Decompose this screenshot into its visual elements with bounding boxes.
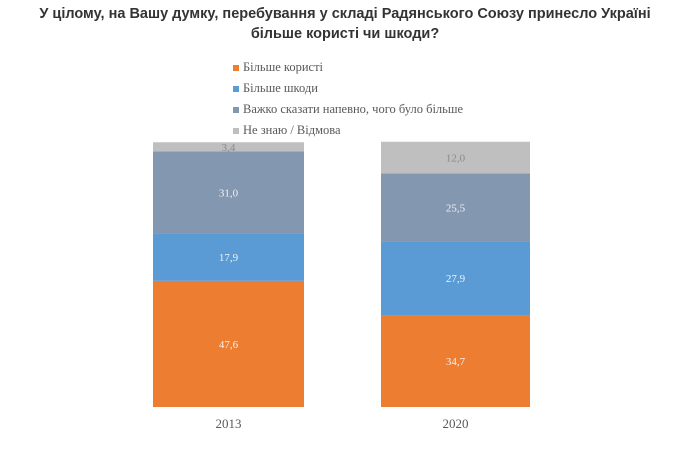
x-tick-label: 2020 <box>443 416 469 431</box>
data-label: 27,9 <box>446 273 466 285</box>
legend-item: Більше шкоди <box>233 78 463 99</box>
bar-segment <box>381 173 530 242</box>
legend-swatch <box>233 85 239 92</box>
legend-item: Більше користі <box>233 57 463 78</box>
data-label: 31,0 <box>219 187 239 199</box>
chart-title-line-1: У цілому, на Вашу думку, перебування у с… <box>39 6 651 22</box>
bar-segment <box>153 151 304 234</box>
data-label: 34,7 <box>446 356 466 368</box>
data-label: 3,4 <box>222 142 236 154</box>
legend-item: Важко сказати напевно, чого було більше <box>233 99 463 120</box>
legend: Більше користі Більше шкоди Важко сказати … <box>233 57 463 141</box>
legend-swatch <box>233 127 239 134</box>
data-label: 12,0 <box>446 153 466 165</box>
chart-title: У цілому, на Вашу думку, перебування у с… <box>0 4 690 44</box>
legend-label: Важко сказати напевно, чого було більше <box>243 102 464 116</box>
bar-segment <box>153 280 304 407</box>
data-label: 47,6 <box>219 339 239 351</box>
legend-swatch <box>233 64 239 71</box>
legend-label: Більше користі <box>243 60 323 74</box>
bar-segment <box>381 315 530 407</box>
bar-segment <box>153 142 304 152</box>
bar-segment <box>381 241 530 316</box>
x-tick-label: 2013 <box>216 416 242 431</box>
bar-segment <box>381 141 530 174</box>
data-label: 25,5 <box>446 202 466 214</box>
bar-segment <box>153 233 304 281</box>
legend-item: Не знаю / Відмова <box>233 120 463 141</box>
data-label: 17,9 <box>219 252 239 264</box>
legend-swatch <box>233 106 239 113</box>
legend-label: Не знаю / Відмова <box>243 123 341 137</box>
chart-title-line-2: більше користі чи шкоди? <box>250 26 440 42</box>
legend-label: Більше шкоди <box>243 81 318 95</box>
